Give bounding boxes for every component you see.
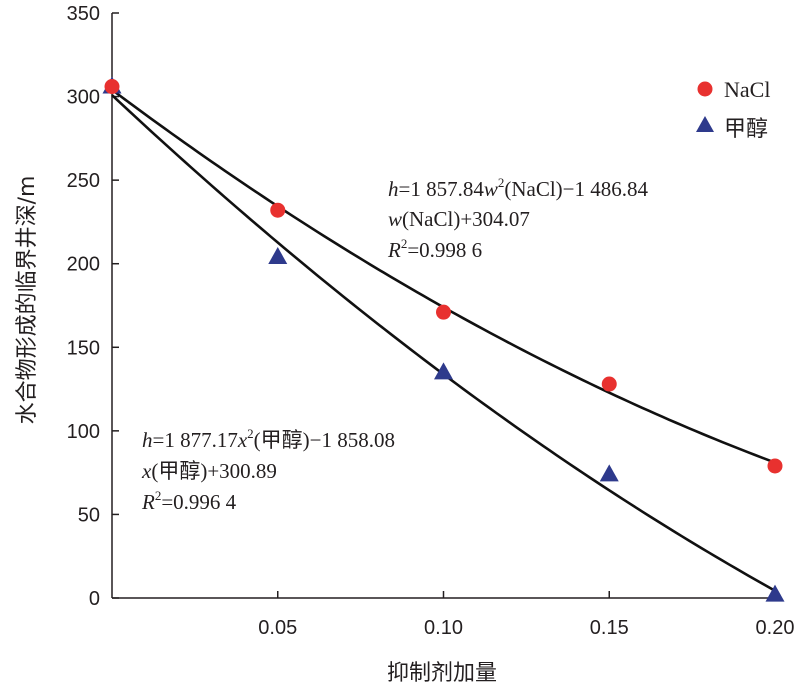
- x-tick-label: 0.20: [756, 617, 795, 639]
- data-point-nacl: [767, 458, 783, 474]
- data-point-nacl: [104, 79, 120, 95]
- fit-curve-methanol: [111, 94, 776, 592]
- legend-marker-nacl: [697, 81, 713, 97]
- annotation-nacl: h=1 857.84w2(NaCl)−1 486.84 w(NaCl)+304.…: [387, 175, 649, 262]
- legend-label-nacl: NaCl: [724, 77, 770, 102]
- legend-label-methanol: 甲醇: [724, 116, 768, 141]
- x-tick-label: 0.15: [590, 617, 629, 639]
- annotation-nacl-line3: R2=0.998 6: [387, 236, 482, 262]
- y-tick-label: 50: [78, 504, 100, 526]
- data-point-nacl: [436, 304, 451, 320]
- data-point-methanol: [765, 584, 785, 602]
- annotation-methanol-line2: x(甲醇)+300.89: [141, 459, 277, 483]
- data-point-nacl: [270, 202, 286, 218]
- x-tick-label: 0.10: [424, 617, 463, 639]
- y-tick-label: 150: [67, 337, 100, 359]
- y-tick-label: 0: [89, 588, 100, 610]
- x-axis-title: 抑制剂加量: [387, 661, 497, 686]
- y-tick-label: 250: [67, 170, 100, 192]
- fit-curves: [111, 88, 776, 592]
- x-tick-label: 0.05: [258, 617, 297, 639]
- data-point-nacl: [601, 376, 617, 392]
- y-tick-label: 350: [67, 3, 100, 25]
- y-tick-label: 200: [67, 254, 100, 276]
- data-points: [102, 76, 785, 602]
- y-tick-label: 100: [67, 421, 100, 443]
- data-point-methanol: [268, 247, 288, 265]
- annotation-nacl-line2: w(NaCl)+304.07: [388, 207, 530, 231]
- annotation-methanol-line3: R2=0.996 4: [141, 488, 237, 514]
- data-point-methanol: [599, 464, 619, 482]
- y-axis-title: 水合物形成的临界井深/m: [15, 176, 40, 425]
- ticks: 0 50 100 150 200 250 300 350 0.05 0.10 0.15 0.20: [67, 3, 795, 639]
- annotation-methanol-line1: h=1 877.17x2(甲醇)−1 858.08: [142, 426, 395, 452]
- annotation-methanol: h=1 877.17x2(甲醇)−1 858.08 x(甲醇)+300.89 R…: [141, 426, 395, 514]
- legend-marker-methanol: [696, 116, 714, 132]
- data-point-methanol: [434, 362, 453, 380]
- y-tick-label: 300: [67, 87, 100, 109]
- annotation-nacl-line1: h=1 857.84w2(NaCl)−1 486.84: [388, 175, 649, 201]
- fit-curve-nacl: [111, 88, 776, 464]
- legend: NaCl 甲醇: [696, 77, 770, 141]
